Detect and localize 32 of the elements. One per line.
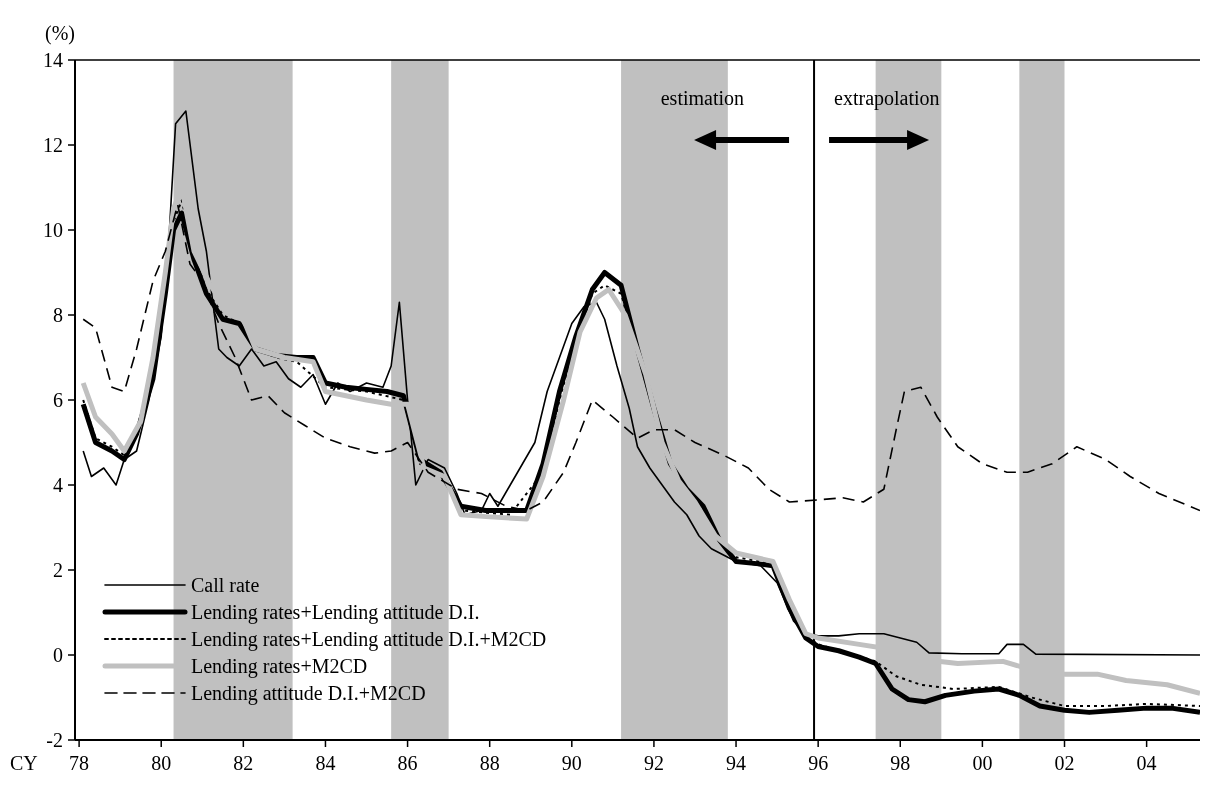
annotation: estimation <box>660 87 745 109</box>
x-tick-label: 94 <box>726 752 747 774</box>
y-tick-label: -2 <box>46 729 63 751</box>
y-tick-label: 2 <box>53 559 63 581</box>
x-tick-label: 90 <box>561 752 582 774</box>
x-tick-label: 80 <box>151 752 172 774</box>
x-tick-label: 86 <box>397 752 418 774</box>
y-tick-label: 12 <box>43 134 63 156</box>
x-tick-label: 88 <box>479 752 500 774</box>
x-tick-label: 04 <box>1136 752 1157 774</box>
y-tick-label: 4 <box>53 474 63 496</box>
x-tick-label: 02 <box>1054 752 1075 774</box>
x-tick-label: 98 <box>890 752 911 774</box>
x-tick-label: 84 <box>315 752 336 774</box>
y-tick-label: 14 <box>43 49 63 71</box>
x-tick-label: 78 <box>69 752 90 774</box>
y-tick-label: 10 <box>43 219 63 241</box>
legend-label: Lending rates+Lending attitude D.I.+M2CD <box>191 628 547 651</box>
x-axis-title: CY <box>10 752 38 774</box>
y-tick-label: 8 <box>53 304 63 326</box>
y-axis-title: (%) <box>45 22 75 45</box>
y-tick-label: 0 <box>53 644 63 666</box>
legend-label: Call rate <box>191 574 260 596</box>
x-tick-label: 00 <box>972 752 993 774</box>
legend-label: Lending rates+M2CD <box>191 655 368 678</box>
legend-label: Lending attitude D.I.+M2CD <box>191 682 426 705</box>
annotation: extrapolation <box>834 87 940 110</box>
legend-label: Lending rates+Lending attitude D.I. <box>191 601 480 624</box>
x-tick-label: 92 <box>643 752 664 774</box>
y-tick-label: 6 <box>53 389 63 411</box>
x-tick-label: 82 <box>233 752 254 774</box>
x-tick-label: 96 <box>808 752 829 774</box>
